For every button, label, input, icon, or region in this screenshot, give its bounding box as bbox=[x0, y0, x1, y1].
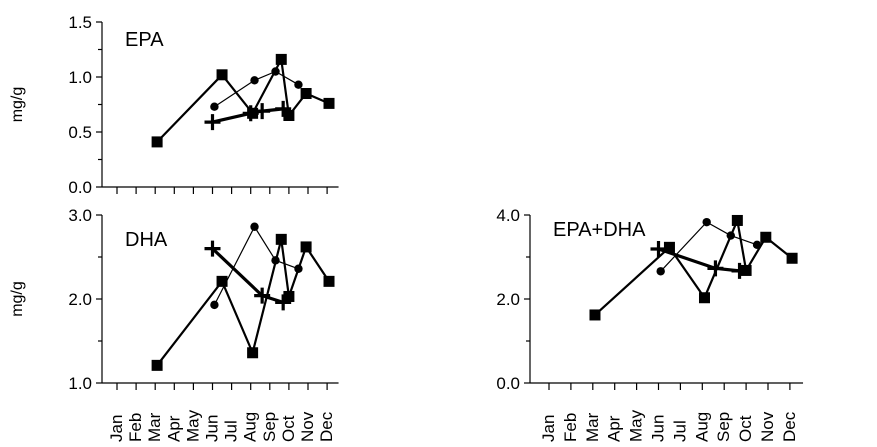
data-point-plus bbox=[254, 287, 271, 304]
y-tick-label: 1.0 bbox=[68, 68, 92, 87]
data-point-circle bbox=[250, 76, 259, 85]
y-tick-label: 0.0 bbox=[68, 178, 92, 197]
y-tick-label: 4.0 bbox=[496, 206, 520, 225]
x-tick-label: Jun bbox=[649, 415, 668, 442]
data-point-square bbox=[663, 241, 675, 253]
x-tick-label: May bbox=[183, 409, 202, 442]
y-axis-label: mg/g bbox=[9, 87, 26, 123]
x-tick-label: Nov bbox=[758, 411, 777, 442]
data-point-plus bbox=[707, 260, 724, 277]
data-point-square bbox=[698, 292, 710, 304]
x-tick-label: Nov bbox=[298, 411, 317, 442]
x-tick-label: Mar bbox=[583, 412, 602, 442]
y-tick-label: 3.0 bbox=[68, 206, 92, 225]
data-point-circle bbox=[271, 256, 280, 265]
y-tick-label: 0.5 bbox=[68, 123, 92, 142]
data-point-square bbox=[283, 290, 295, 302]
data-point-square bbox=[151, 359, 163, 371]
data-point-circle bbox=[656, 267, 665, 276]
data-point-plus bbox=[731, 262, 748, 279]
x-tick-label: Jan bbox=[539, 415, 558, 442]
x-tick-label: Dec bbox=[780, 411, 799, 442]
x-tick-label: Jan bbox=[107, 415, 126, 442]
data-point-square bbox=[247, 347, 259, 359]
chart-panel-1: 0.0 0.5 1.0 1.5 EPA mg/g bbox=[9, 13, 339, 197]
x-tick-label: Aug bbox=[241, 412, 260, 442]
x-tick-label: Sep bbox=[260, 412, 279, 442]
data-point-square bbox=[786, 252, 798, 264]
series-line-circle bbox=[660, 221, 758, 272]
x-tick-label: Apr bbox=[164, 415, 183, 442]
x-tick-label: Oct bbox=[736, 415, 755, 442]
x-tick-label: Aug bbox=[692, 412, 711, 442]
y-axis-label: mg/g bbox=[9, 281, 26, 317]
x-tick-label: May bbox=[627, 409, 646, 442]
data-point-square bbox=[589, 309, 601, 321]
y-tick-label: 1.5 bbox=[68, 13, 92, 32]
chart-panel-3: 0.0 2.0 4.0 Jan Feb Mar Apr May Jun Jul Aug Sep Oct N… bbox=[496, 206, 804, 442]
data-point-square bbox=[300, 88, 312, 99]
data-point-plus bbox=[204, 114, 221, 131]
series-line-circle bbox=[213, 225, 299, 306]
data-point-square bbox=[731, 214, 743, 226]
data-point-circle bbox=[294, 80, 303, 89]
data-point-plus bbox=[275, 100, 292, 117]
x-tick-label: Jul bbox=[222, 420, 241, 442]
x-tick-label: Sep bbox=[714, 412, 733, 442]
data-point-square bbox=[151, 136, 163, 148]
data-point-circle bbox=[294, 264, 303, 273]
x-tick-label: Dec bbox=[317, 411, 336, 442]
data-point-circle bbox=[210, 300, 219, 310]
data-point-circle bbox=[271, 67, 280, 76]
data-point-square bbox=[323, 275, 335, 287]
y-tick-label: 2.0 bbox=[68, 290, 92, 309]
data-point-square bbox=[323, 97, 335, 109]
data-point-plus bbox=[242, 105, 259, 122]
data-point-square bbox=[275, 53, 287, 65]
series-line-circle bbox=[214, 70, 299, 108]
series-line-square bbox=[156, 239, 330, 367]
x-tick-label: Jun bbox=[203, 415, 222, 442]
x-tick-label: Mar bbox=[145, 412, 164, 442]
data-point-square bbox=[216, 69, 228, 81]
data-point-circle bbox=[250, 222, 259, 231]
data-point-plus bbox=[650, 241, 667, 258]
data-point-circle bbox=[726, 231, 735, 240]
data-point-square bbox=[283, 110, 295, 121]
series-line-square bbox=[156, 55, 330, 143]
panel-title: DHA bbox=[125, 229, 168, 251]
data-point-square bbox=[275, 233, 287, 245]
data-point-square bbox=[216, 275, 228, 287]
y-tick-label: 2.0 bbox=[496, 290, 520, 309]
data-point-plus bbox=[275, 294, 292, 311]
data-point-circle bbox=[702, 217, 711, 227]
x-tick-label: Jul bbox=[670, 420, 689, 442]
y-tick-label: 0.0 bbox=[496, 374, 520, 393]
data-point-square bbox=[760, 231, 772, 243]
y-tick-label: 1.0 bbox=[68, 374, 92, 393]
x-tick-label: Feb bbox=[126, 413, 145, 442]
x-tick-label: Feb bbox=[561, 413, 580, 442]
panel-title: EPA+DHA bbox=[553, 219, 646, 241]
x-tick-label: Oct bbox=[279, 415, 298, 442]
data-point-plus bbox=[254, 103, 271, 120]
data-point-square bbox=[300, 241, 312, 253]
chart-panel-2: 1.0 2.0 3.0 Jan Feb Mar Apr May Jun Jul Aug Sep Oct N… bbox=[9, 206, 339, 442]
data-point-plus bbox=[204, 240, 221, 257]
panel-title: EPA bbox=[125, 29, 164, 51]
data-point-circle bbox=[210, 102, 219, 111]
data-point-circle bbox=[752, 240, 762, 250]
x-tick-label: Apr bbox=[605, 415, 624, 442]
